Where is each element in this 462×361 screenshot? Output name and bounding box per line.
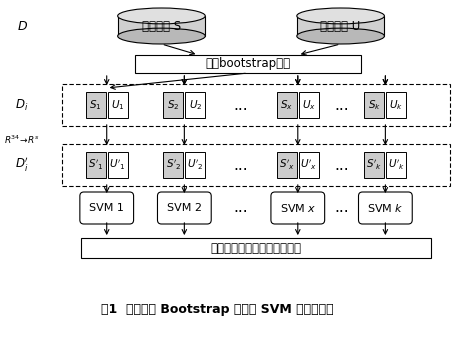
- Text: $R^{34}\!\rightarrow\!R^s$: $R^{34}\!\rightarrow\!R^s$: [5, 134, 40, 146]
- Text: $S_2$: $S_2$: [167, 98, 180, 112]
- Bar: [277, 92, 297, 118]
- Text: 失稳样本 U: 失稳样本 U: [321, 19, 361, 32]
- Bar: [86, 152, 106, 178]
- Text: SVM 2: SVM 2: [167, 203, 202, 213]
- Text: 图1  基于改连 Bootstrap 抽样的 SVM 组合分类器: 图1 基于改连 Bootstrap 抽样的 SVM 组合分类器: [101, 304, 334, 317]
- FancyBboxPatch shape: [271, 192, 325, 224]
- Text: 改连bootstrap抽样: 改连bootstrap抽样: [206, 57, 291, 70]
- Text: $U'_2$: $U'_2$: [187, 158, 204, 172]
- Text: $U_2$: $U_2$: [188, 98, 202, 112]
- Polygon shape: [297, 16, 384, 36]
- Text: ...: ...: [234, 200, 249, 216]
- Ellipse shape: [118, 8, 205, 24]
- Bar: [386, 92, 406, 118]
- Text: $D_i$: $D_i$: [16, 97, 29, 113]
- Ellipse shape: [297, 8, 384, 24]
- Text: $U_x$: $U_x$: [302, 98, 316, 112]
- Text: $D$: $D$: [17, 19, 28, 32]
- Text: ...: ...: [234, 97, 249, 113]
- Bar: [164, 92, 183, 118]
- Text: $S'_x$: $S'_x$: [279, 158, 295, 172]
- Bar: [365, 152, 384, 178]
- Text: $U_1$: $U_1$: [111, 98, 124, 112]
- Bar: [62, 84, 450, 126]
- Bar: [365, 92, 384, 118]
- Bar: [185, 152, 205, 178]
- Text: 基于概率输出的预测结果集成: 基于概率输出的预测结果集成: [211, 242, 302, 255]
- Text: $S_k$: $S_k$: [368, 98, 381, 112]
- Text: ...: ...: [334, 157, 349, 173]
- Text: SVM $k$: SVM $k$: [367, 202, 404, 214]
- Bar: [185, 92, 205, 118]
- Text: $S_1$: $S_1$: [90, 98, 102, 112]
- Text: $D_i'$: $D_i'$: [15, 156, 29, 174]
- Bar: [62, 144, 450, 186]
- Text: $U_k$: $U_k$: [389, 98, 403, 112]
- Text: SVM $x$: SVM $x$: [280, 202, 316, 214]
- Bar: [299, 92, 319, 118]
- Bar: [86, 92, 106, 118]
- Text: $S'_k$: $S'_k$: [366, 158, 383, 172]
- Ellipse shape: [118, 28, 205, 44]
- Bar: [386, 152, 406, 178]
- Polygon shape: [118, 16, 205, 36]
- Text: $S'_2$: $S'_2$: [165, 158, 181, 172]
- Bar: [277, 152, 297, 178]
- Text: ...: ...: [234, 157, 249, 173]
- FancyBboxPatch shape: [359, 192, 412, 224]
- Ellipse shape: [297, 28, 384, 44]
- Text: 稳定样本 S: 稳定样本 S: [142, 19, 181, 32]
- Bar: [81, 238, 431, 258]
- Bar: [299, 152, 319, 178]
- FancyBboxPatch shape: [80, 192, 134, 224]
- Text: $U'_x$: $U'_x$: [300, 158, 317, 172]
- Bar: [164, 152, 183, 178]
- FancyBboxPatch shape: [158, 192, 211, 224]
- Text: $U'_1$: $U'_1$: [109, 158, 126, 172]
- Bar: [134, 55, 361, 73]
- Bar: [108, 152, 128, 178]
- Text: SVM 1: SVM 1: [89, 203, 124, 213]
- Text: $U'_k$: $U'_k$: [388, 158, 405, 172]
- Text: ...: ...: [334, 97, 349, 113]
- Text: $S'_1$: $S'_1$: [88, 158, 103, 172]
- Text: $S_x$: $S_x$: [280, 98, 293, 112]
- Text: ...: ...: [334, 200, 349, 216]
- Bar: [108, 92, 128, 118]
